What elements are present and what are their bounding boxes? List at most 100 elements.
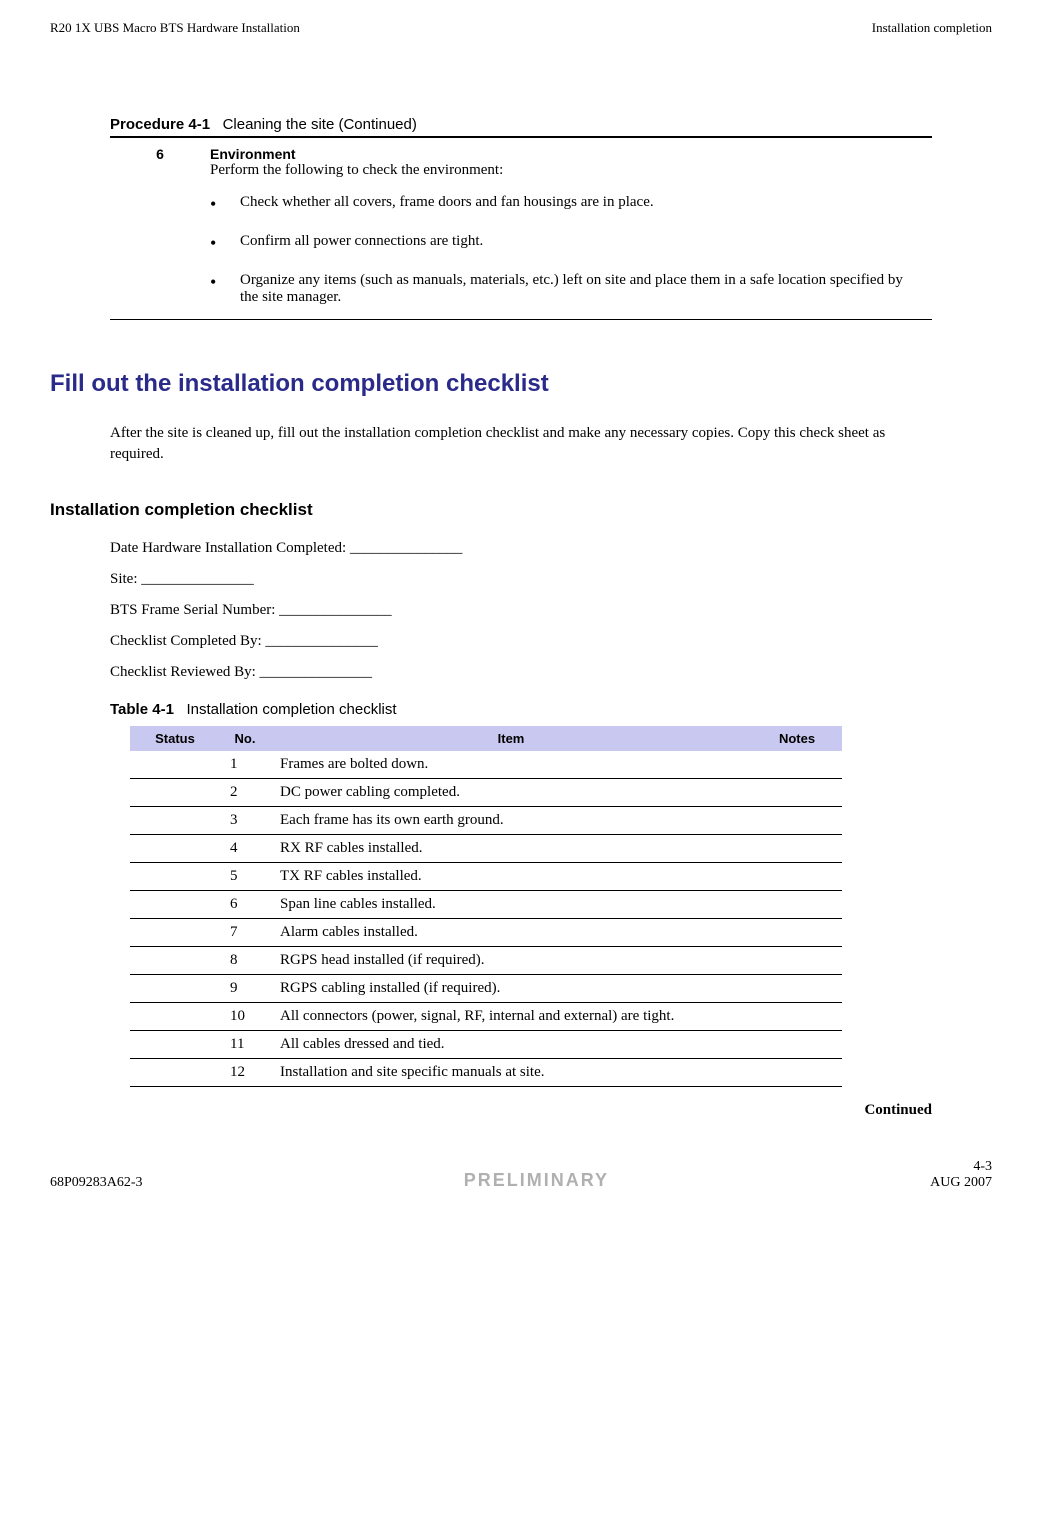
- checklist-table: Status No. Item Notes 1Frames are bolted…: [130, 726, 842, 1087]
- procedure-title-text: Cleaning the site (Continued): [223, 116, 417, 133]
- cell-notes: [752, 919, 842, 947]
- continued-label: Continued: [50, 1102, 932, 1119]
- page-header: R20 1X UBS Macro BTS Hardware Installati…: [50, 20, 992, 36]
- cell-item: Installation and site specific manuals a…: [270, 1059, 752, 1087]
- cell-no: 3: [220, 807, 270, 835]
- cell-status: [130, 779, 220, 807]
- table-row: 5TX RF cables installed.: [130, 863, 842, 891]
- table-row: 8RGPS head installed (if required).: [130, 947, 842, 975]
- cell-notes: [752, 1059, 842, 1087]
- procedure-label: Procedure 4-1: [110, 116, 210, 133]
- procedure-title: Procedure 4-1 Cleaning the site (Continu…: [110, 116, 992, 133]
- step-bullets: • Check whether all covers, frame doors …: [210, 194, 917, 306]
- section-heading-fillout: Fill out the installation completion che…: [50, 370, 992, 398]
- cell-no: 4: [220, 835, 270, 863]
- table-row: 3Each frame has its own earth ground.: [130, 807, 842, 835]
- cell-item: Each frame has its own earth ground.: [270, 807, 752, 835]
- cell-notes: [752, 863, 842, 891]
- section-body: After the site is cleaned up, fill out t…: [110, 423, 932, 465]
- bullet-text: Confirm all power connections are tight.: [240, 233, 917, 254]
- cell-notes: [752, 835, 842, 863]
- page-footer: 68P09283A62-3 PRELIMINARY 4-3 AUG 2007: [50, 1159, 992, 1191]
- step-intro: Perform the following to check the envir…: [210, 162, 917, 179]
- footer-center: PRELIMINARY: [464, 1170, 609, 1191]
- cell-status: [130, 751, 220, 779]
- cell-status: [130, 807, 220, 835]
- bullet-item: • Confirm all power connections are tigh…: [210, 233, 917, 254]
- cell-status: [130, 1059, 220, 1087]
- field-serial: BTS Frame Serial Number: _______________: [110, 602, 992, 619]
- field-date: Date Hardware Installation Completed: __…: [110, 540, 992, 557]
- cell-status: [130, 863, 220, 891]
- cell-status: [130, 1003, 220, 1031]
- col-status: Status: [130, 726, 220, 751]
- footer-right: 4-3 AUG 2007: [930, 1159, 992, 1191]
- col-item: Item: [270, 726, 752, 751]
- col-notes: Notes: [752, 726, 842, 751]
- cell-no: 11: [220, 1031, 270, 1059]
- cell-item: Frames are bolted down.: [270, 751, 752, 779]
- table-row: 12Installation and site specific manuals…: [130, 1059, 842, 1087]
- bullet-item: • Check whether all covers, frame doors …: [210, 194, 917, 215]
- cell-status: [130, 919, 220, 947]
- cell-no: 12: [220, 1059, 270, 1087]
- step-content: Environment Perform the following to che…: [210, 138, 932, 319]
- cell-no: 8: [220, 947, 270, 975]
- cell-item: Span line cables installed.: [270, 891, 752, 919]
- cell-notes: [752, 807, 842, 835]
- field-completed-by: Checklist Completed By: _______________: [110, 633, 992, 650]
- cell-status: [130, 891, 220, 919]
- cell-no: 6: [220, 891, 270, 919]
- bullet-text: Organize any items (such as manuals, mat…: [240, 272, 917, 306]
- footer-left: 68P09283A62-3: [50, 1175, 143, 1191]
- table-row: 11All cables dressed and tied.: [130, 1031, 842, 1059]
- bullet-text: Check whether all covers, frame doors an…: [240, 194, 917, 215]
- header-right: Installation completion: [872, 20, 992, 36]
- field-site: Site: _______________: [110, 571, 992, 588]
- table-row: 9RGPS cabling installed (if required).: [130, 975, 842, 1003]
- cell-no: 1: [220, 751, 270, 779]
- cell-item: RX RF cables installed.: [270, 835, 752, 863]
- col-no: No.: [220, 726, 270, 751]
- cell-status: [130, 1031, 220, 1059]
- cell-no: 5: [220, 863, 270, 891]
- cell-notes: [752, 947, 842, 975]
- cell-status: [130, 947, 220, 975]
- table-row: 4RX RF cables installed.: [130, 835, 842, 863]
- table-row: 2DC power cabling completed.: [130, 779, 842, 807]
- header-left: R20 1X UBS Macro BTS Hardware Installati…: [50, 20, 300, 36]
- section-heading-checklist: Installation completion checklist: [50, 500, 992, 520]
- procedure-row: 6 Environment Perform the following to c…: [110, 138, 932, 320]
- cell-item: RGPS cabling installed (if required).: [270, 975, 752, 1003]
- table-row: 1Frames are bolted down.: [130, 751, 842, 779]
- cell-item: DC power cabling completed.: [270, 779, 752, 807]
- cell-item: RGPS head installed (if required).: [270, 947, 752, 975]
- table-row: 7Alarm cables installed.: [130, 919, 842, 947]
- cell-no: 2: [220, 779, 270, 807]
- cell-no: 9: [220, 975, 270, 1003]
- field-reviewed-by: Checklist Reviewed By: _______________: [110, 664, 992, 681]
- cell-notes: [752, 779, 842, 807]
- footer-date: AUG 2007: [930, 1175, 992, 1191]
- footer-page: 4-3: [930, 1159, 992, 1175]
- step-title: Environment: [210, 146, 917, 162]
- table-label: Table 4-1: [110, 701, 174, 718]
- bullet-icon: •: [210, 272, 240, 306]
- table-header-row: Status No. Item Notes: [130, 726, 842, 751]
- cell-item: TX RF cables installed.: [270, 863, 752, 891]
- table-row: 10All connectors (power, signal, RF, int…: [130, 1003, 842, 1031]
- table-title: Table 4-1 Installation completion checkl…: [110, 701, 992, 718]
- bullet-icon: •: [210, 194, 240, 215]
- bullet-icon: •: [210, 233, 240, 254]
- cell-item: All cables dressed and tied.: [270, 1031, 752, 1059]
- cell-notes: [752, 751, 842, 779]
- step-number: 6: [110, 138, 210, 319]
- table-row: 6Span line cables installed.: [130, 891, 842, 919]
- cell-notes: [752, 891, 842, 919]
- cell-no: 7: [220, 919, 270, 947]
- cell-no: 10: [220, 1003, 270, 1031]
- cell-item: Alarm cables installed.: [270, 919, 752, 947]
- cell-status: [130, 835, 220, 863]
- cell-status: [130, 975, 220, 1003]
- cell-notes: [752, 1003, 842, 1031]
